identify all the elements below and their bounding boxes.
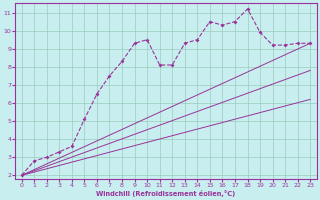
X-axis label: Windchill (Refroidissement éolien,°C): Windchill (Refroidissement éolien,°C): [96, 190, 236, 197]
